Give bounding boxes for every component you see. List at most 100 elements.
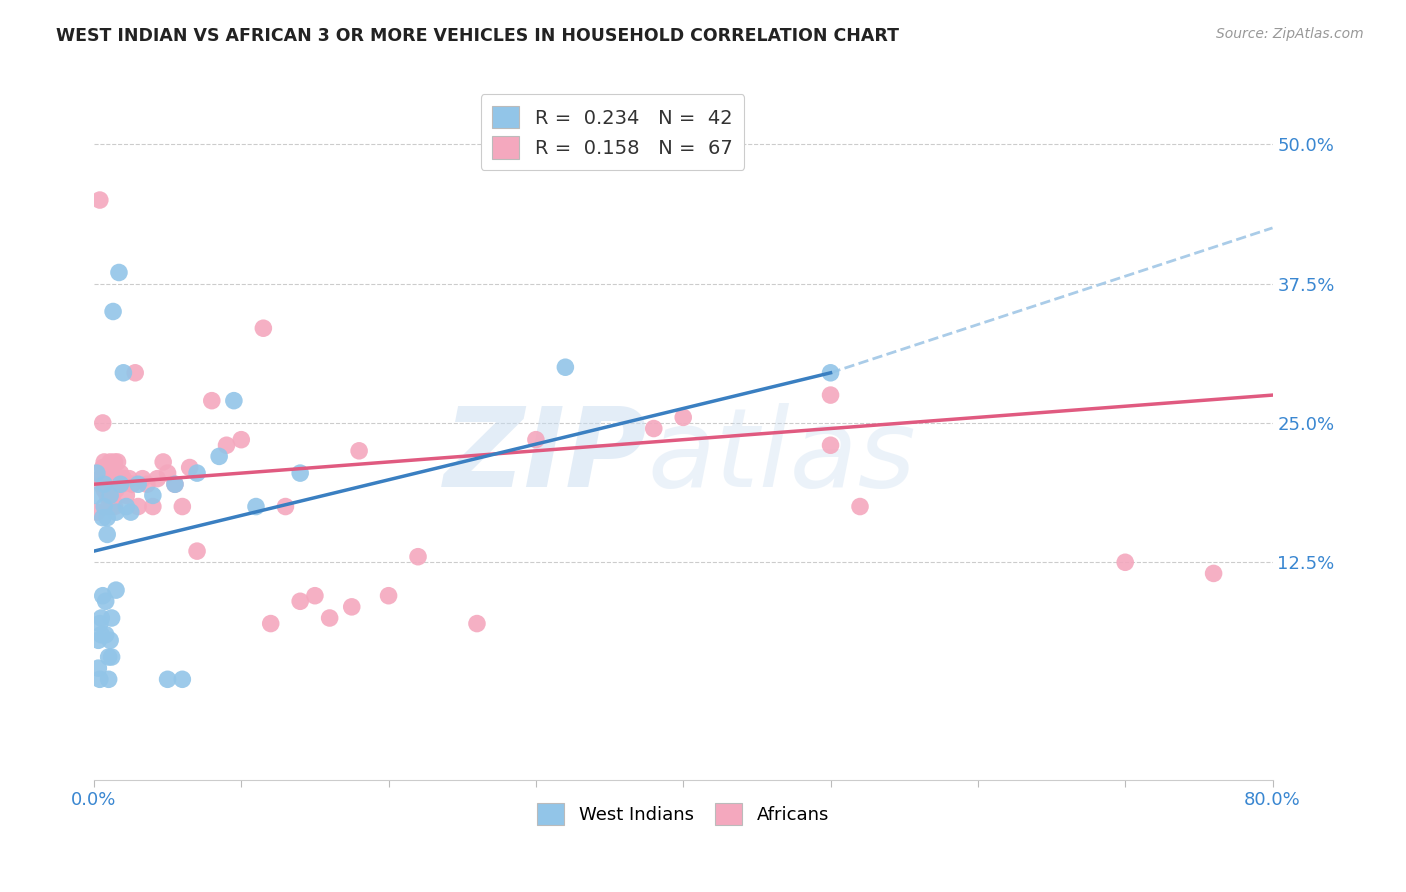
Point <box>96 527 118 541</box>
Point <box>215 438 238 452</box>
Point <box>100 500 122 514</box>
Point <box>524 433 547 447</box>
Point <box>172 673 194 687</box>
Point <box>100 611 122 625</box>
Point <box>91 460 114 475</box>
Point <box>163 477 186 491</box>
Point <box>87 633 110 648</box>
Point <box>127 477 149 491</box>
Point <box>347 443 370 458</box>
Point <box>1114 555 1136 569</box>
Text: WEST INDIAN VS AFRICAN 3 OR MORE VEHICLES IN HOUSEHOLD CORRELATION CHART: WEST INDIAN VS AFRICAN 3 OR MORE VEHICLE… <box>56 27 900 45</box>
Point <box>222 393 245 408</box>
Point <box>318 611 340 625</box>
Point <box>86 505 108 519</box>
Point <box>156 673 179 687</box>
Point <box>290 466 312 480</box>
Point <box>96 510 118 524</box>
Point <box>84 488 107 502</box>
Point <box>94 594 117 608</box>
Point <box>98 455 121 469</box>
Point <box>156 466 179 480</box>
Point <box>107 455 129 469</box>
Point <box>98 488 121 502</box>
Point <box>96 460 118 475</box>
Point <box>152 455 174 469</box>
Point <box>91 416 114 430</box>
Point <box>245 500 267 514</box>
Point <box>377 589 399 603</box>
Text: atlas: atlas <box>648 403 917 510</box>
Point <box>103 500 125 514</box>
Point <box>105 483 128 497</box>
Point <box>186 466 208 480</box>
Point <box>86 466 108 480</box>
Point <box>93 455 115 469</box>
Point <box>97 500 120 514</box>
Point <box>406 549 429 564</box>
Point <box>94 628 117 642</box>
Point <box>131 472 153 486</box>
Text: ZIP: ZIP <box>444 403 648 510</box>
Point <box>142 500 165 514</box>
Point <box>108 265 131 279</box>
Point <box>93 483 115 497</box>
Point <box>820 438 842 452</box>
Legend: West Indians, Africans: West Indians, Africans <box>529 794 838 834</box>
Point <box>340 599 363 614</box>
Point <box>91 589 114 603</box>
Point <box>94 477 117 491</box>
Point <box>112 366 135 380</box>
Point <box>96 488 118 502</box>
Point <box>1202 566 1225 581</box>
Point <box>97 477 120 491</box>
Point <box>121 477 143 491</box>
Point <box>89 193 111 207</box>
Point <box>672 410 695 425</box>
Point <box>201 393 224 408</box>
Point <box>105 583 128 598</box>
Point <box>89 673 111 687</box>
Point <box>101 494 124 508</box>
Point <box>136 477 159 491</box>
Point <box>98 477 121 491</box>
Point <box>105 477 128 491</box>
Point <box>98 633 121 648</box>
Point <box>111 477 134 491</box>
Point <box>89 616 111 631</box>
Point <box>260 616 283 631</box>
Point <box>110 477 132 491</box>
Point <box>107 472 129 486</box>
Point <box>103 455 125 469</box>
Point <box>93 477 115 491</box>
Point <box>97 650 120 665</box>
Point <box>101 460 124 475</box>
Point <box>554 360 576 375</box>
Point <box>108 472 131 486</box>
Point <box>110 466 132 480</box>
Point <box>115 488 138 502</box>
Point <box>146 472 169 486</box>
Point <box>93 500 115 514</box>
Point <box>101 304 124 318</box>
Point <box>97 673 120 687</box>
Point <box>120 505 142 519</box>
Point <box>124 366 146 380</box>
Point <box>118 472 141 486</box>
Point <box>304 589 326 603</box>
Point <box>643 421 665 435</box>
Text: Source: ZipAtlas.com: Source: ZipAtlas.com <box>1216 27 1364 41</box>
Point <box>290 594 312 608</box>
Point <box>820 388 842 402</box>
Point <box>100 650 122 665</box>
Point <box>87 661 110 675</box>
Point <box>127 500 149 514</box>
Point <box>465 616 488 631</box>
Point <box>186 544 208 558</box>
Point <box>90 628 112 642</box>
Point <box>179 460 201 475</box>
Point <box>112 472 135 486</box>
Point <box>172 500 194 514</box>
Point <box>208 450 231 464</box>
Point <box>89 472 111 486</box>
